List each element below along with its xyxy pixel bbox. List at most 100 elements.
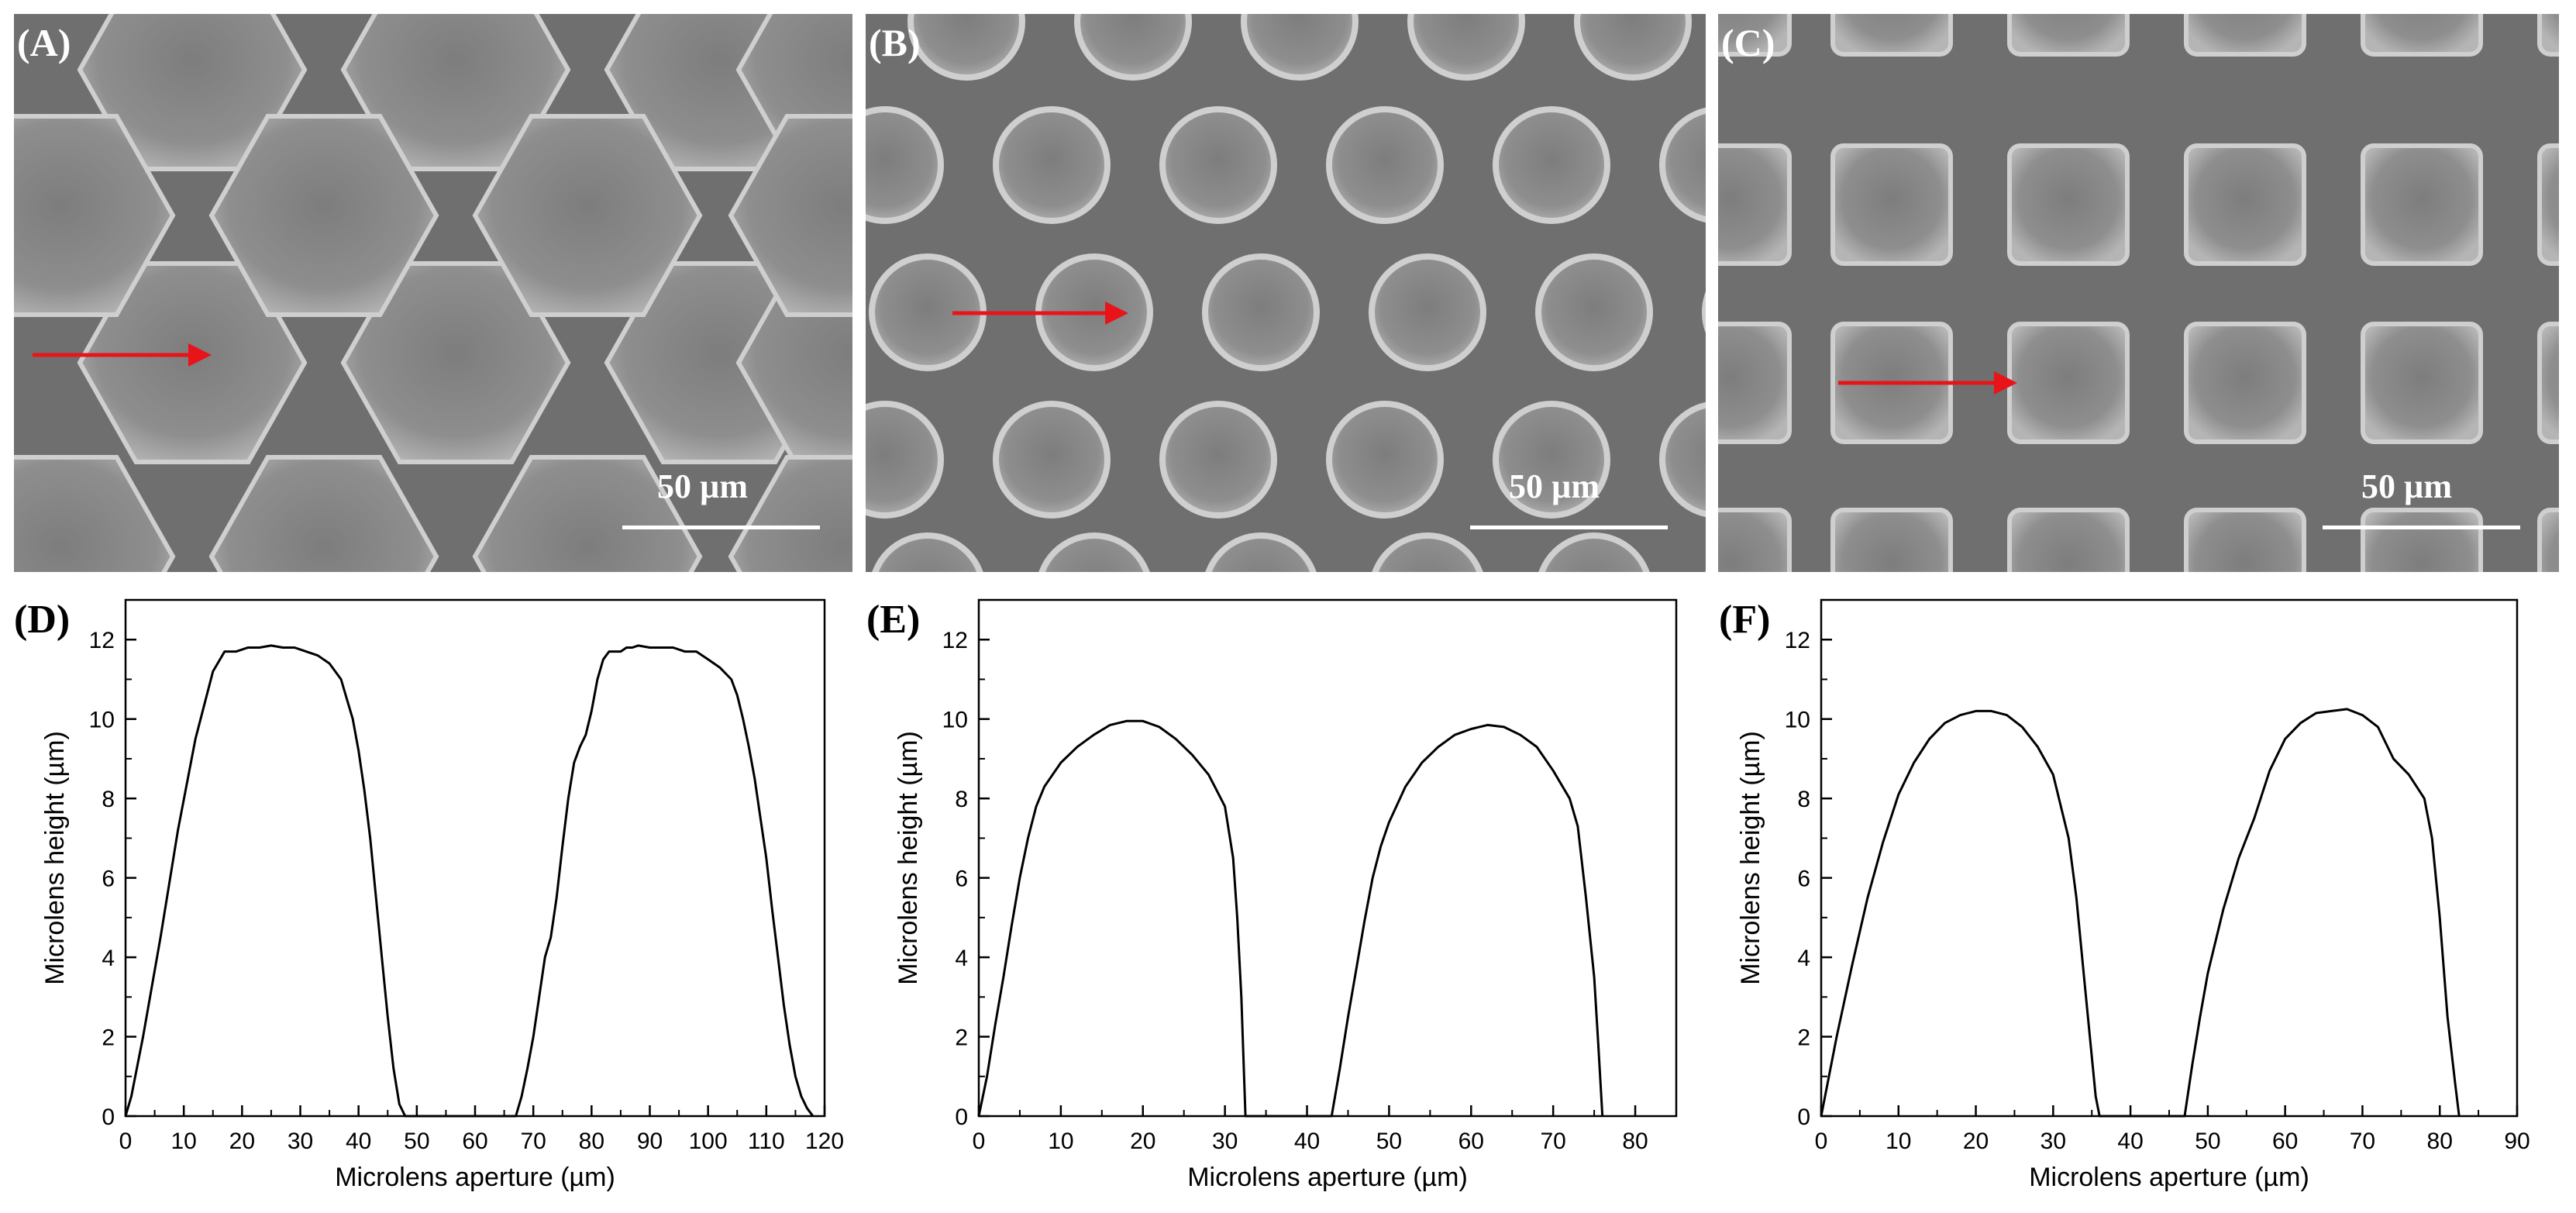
y-tick-label: 2 <box>1797 1025 1810 1051</box>
circular-microlens <box>1326 401 1444 519</box>
circular-microlens <box>1535 253 1653 371</box>
y-tick-label: 2 <box>102 1025 115 1051</box>
y-axis-label: Microlens height (µm) <box>894 731 923 985</box>
profile-chart-d: 0 10 20 30 40 50 60 70 80 90 100 110 120 0 2 4 6 8 10 12 Mic… <box>40 598 844 1192</box>
circular-microlens <box>1659 107 1706 223</box>
x-tick-label: 90 <box>637 1129 663 1154</box>
y-tick-label: 0 <box>1797 1104 1810 1130</box>
x-tick-label: 70 <box>2350 1129 2375 1154</box>
panel-label-d: (D) <box>14 598 71 642</box>
circular-microlens <box>866 106 944 224</box>
x-tick-label: 60 <box>2272 1129 2298 1154</box>
square-microlens <box>2184 508 2306 572</box>
circular-microlens <box>1574 14 1692 81</box>
plot-frame <box>977 598 1678 1118</box>
x-tick-label: 10 <box>1886 1129 1911 1154</box>
x-tick-label: 50 <box>2195 1129 2220 1154</box>
x-tick-label: 10 <box>170 1129 196 1154</box>
circular-microlens <box>1159 106 1277 224</box>
y-tick-label: 8 <box>955 787 968 812</box>
x-tick-label: 50 <box>404 1129 429 1154</box>
circular-microlens <box>1202 253 1320 371</box>
circular-microlens <box>1159 401 1277 519</box>
panel-label-b: (B) <box>869 21 921 64</box>
x-tick-label: 20 <box>1963 1129 1989 1154</box>
x-tick-label: 0 <box>1815 1129 1828 1154</box>
square-microlens <box>2537 14 2559 57</box>
x-tick-label: 20 <box>229 1129 255 1154</box>
scale-bar-a <box>622 526 820 529</box>
square-microlens <box>1718 14 1792 57</box>
circular-microlens <box>1407 14 1525 81</box>
hexagon-microlens <box>14 114 176 317</box>
sem-panel-c: (C) 50 µm <box>1718 14 2559 572</box>
circular-microlens <box>1369 253 1486 371</box>
x-tick-label: 70 <box>1540 1129 1565 1154</box>
y-tick-label: 4 <box>102 946 115 971</box>
x-tick-label: 30 <box>288 1129 313 1154</box>
circular-microlens <box>1493 401 1610 519</box>
y-tick-label: 12 <box>1785 628 1810 653</box>
x-tick-label: 40 <box>1294 1129 1320 1154</box>
y-tick-label: 12 <box>942 628 968 653</box>
y-tick-label: 4 <box>955 946 968 971</box>
plot-panel-f: 0 10 20 30 40 50 60 70 80 90 0 2 4 6 8 10 12 Microlens ap… <box>1719 597 2576 1209</box>
plot-frame <box>124 598 826 1118</box>
profile-line <box>977 719 1604 1118</box>
x-tick-label: 100 <box>689 1129 728 1154</box>
y-axis-label: Microlens height (µm) <box>40 731 70 985</box>
y-tick-label: 0 <box>102 1104 115 1130</box>
x-axis-label: Microlens aperture (µm) <box>335 1163 615 1192</box>
square-microlens <box>1830 14 1953 57</box>
x-axis-label: Microlens aperture (µm) <box>1187 1163 1468 1192</box>
panel-label-a: (A) <box>17 21 71 64</box>
y-tick-label: 6 <box>955 867 968 892</box>
square-microlens <box>2537 322 2559 444</box>
x-tick-label: 0 <box>119 1129 133 1154</box>
circular-microlens <box>993 401 1111 519</box>
square-microlens <box>2537 508 2559 572</box>
square-microlens <box>2007 14 2130 57</box>
circular-microlens <box>1241 14 1359 81</box>
circular-microlens <box>907 14 1025 81</box>
x-tick-label: 30 <box>1212 1129 1238 1154</box>
x-tick-label: 70 <box>520 1129 546 1154</box>
sem-background <box>1718 14 2559 572</box>
square-microlens <box>1830 508 1953 572</box>
x-tick-label: 80 <box>1622 1129 1648 1154</box>
y-tick-label: 6 <box>102 867 115 892</box>
plot-frame <box>1820 598 2519 1118</box>
y-tick-label: 0 <box>955 1104 968 1130</box>
square-microlens <box>1830 143 1953 266</box>
y-tick-label: 10 <box>89 708 115 733</box>
x-tick-label: 40 <box>2117 1129 2143 1154</box>
circular-microlens <box>993 106 1111 224</box>
square-microlens <box>2537 143 2559 266</box>
y-tick-label: 10 <box>942 708 968 733</box>
scale-bar-c <box>2323 526 2520 529</box>
scale-bar-b <box>1470 526 1668 529</box>
plot-panel-e: 0 10 20 30 40 50 60 70 80 0 2 4 6 8 10 12 Microlens aper… <box>859 597 1711 1209</box>
x-tick-label: 0 <box>973 1129 986 1154</box>
x-tick-label: 90 <box>2504 1129 2530 1154</box>
y-tick-label: 6 <box>1797 867 1810 892</box>
square-microlens <box>2361 143 2483 266</box>
square-microlens <box>2184 322 2306 444</box>
x-tick-label: 60 <box>1458 1129 1484 1154</box>
hexagon-microlens <box>14 455 176 572</box>
panel-label-c: (C) <box>1721 21 1775 64</box>
hexagon-microlens <box>728 114 852 317</box>
profile-line <box>1820 708 2461 1118</box>
circular-microlens <box>1205 532 1317 572</box>
hexagon-microlens <box>472 455 703 572</box>
sem-image-square <box>1718 14 2559 572</box>
sem-image-hexagon <box>14 14 852 572</box>
hexagon-microlens <box>472 114 703 317</box>
y-tick-label: 4 <box>1797 946 1810 971</box>
scale-label-c: 50 µm <box>2361 467 2453 505</box>
x-tick-label: 80 <box>579 1129 604 1154</box>
y-tick-label: 10 <box>1785 708 1810 733</box>
circular-microlens <box>1326 106 1444 224</box>
circular-microlens <box>1659 401 1706 518</box>
y-tick-label: 8 <box>102 787 115 812</box>
